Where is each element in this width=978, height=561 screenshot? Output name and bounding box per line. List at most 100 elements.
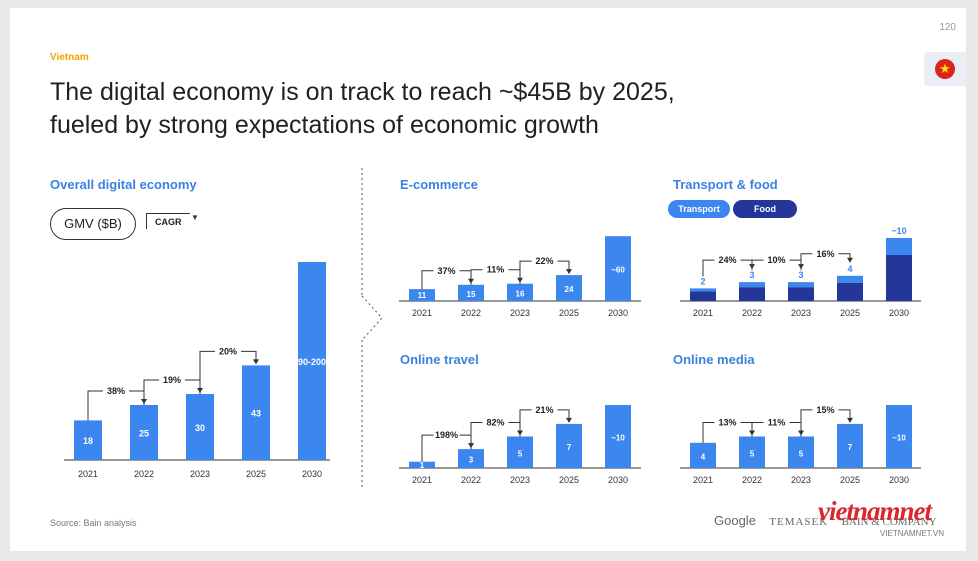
cagr-arrowhead-2	[847, 417, 853, 423]
data-label-2021: 18	[83, 436, 93, 446]
data-label-2025: 4	[847, 264, 852, 274]
headline-line-2: fueled by strong expectations of economi…	[50, 111, 599, 139]
flag-tab[interactable]: ★	[924, 52, 966, 86]
cagr-label-bg-1	[763, 253, 790, 267]
data-label-2030: ~60	[611, 266, 625, 275]
bar-transport-2021	[690, 288, 716, 292]
x-tick-2021: 2021	[78, 469, 98, 479]
bar-2021	[409, 289, 435, 301]
vietnamnet-watermark-sub: VIETNAMNET.VN	[880, 529, 945, 538]
bar-2025	[556, 423, 582, 468]
cagr-label-1: 11%	[768, 418, 786, 428]
x-tick-2025: 2025	[840, 308, 860, 318]
x-tick-2022: 2022	[742, 308, 762, 318]
data-label-2030: ~10	[891, 226, 906, 236]
x-tick-2023: 2023	[510, 308, 530, 318]
bar-transport-2030	[886, 238, 912, 256]
data-label-2022: 5	[750, 449, 755, 458]
ecommerce-chart: 11 2021 15 2022 16 2023 24 2025 ~60 2030 37% 11% 22%	[399, 236, 641, 318]
slide: Vietnam 120 ★ The digital economy is on …	[10, 8, 966, 551]
data-label-2021: 1	[420, 461, 425, 470]
vietnamnet-watermark: vietnamnet	[818, 496, 932, 526]
bar-transport-2022	[739, 282, 765, 288]
cagr-arrowhead-2	[566, 417, 572, 423]
bar-2022	[130, 405, 158, 460]
legend-transport: Transport	[668, 200, 730, 218]
x-tick-2023: 2023	[791, 308, 811, 318]
travel-chart-title: Online travel	[400, 352, 479, 367]
legend-food: Food	[733, 200, 797, 218]
data-label-2030: ~10	[892, 434, 906, 443]
cagr-arrowhead-2	[566, 269, 572, 275]
bar-2022	[458, 284, 484, 301]
bar-2021	[74, 420, 102, 460]
cagr-label-bg-0	[714, 415, 741, 429]
bar-food-2023	[788, 287, 814, 301]
bar-2023	[507, 436, 533, 468]
cagr-label-1: 11%	[487, 265, 505, 275]
x-tick-2022: 2022	[461, 475, 481, 485]
cagr-label-0: 13%	[718, 418, 736, 428]
cagr-label-2: 20%	[219, 346, 237, 356]
vietnam-flag-icon: ★	[935, 59, 955, 79]
cagr-label-bg-0	[103, 384, 129, 397]
bar-food-2025	[837, 282, 863, 301]
x-tick-2023: 2023	[510, 475, 530, 485]
cagr-label-bg-0	[433, 428, 460, 442]
bar-2022	[739, 436, 765, 468]
eyebrow-label: Vietnam	[50, 52, 89, 63]
cagr-label-bg-2	[812, 402, 839, 416]
data-label-2025: 7	[567, 443, 572, 452]
x-tick-2021: 2021	[412, 308, 432, 318]
x-tick-2021: 2021	[412, 475, 432, 485]
data-label-2021: 4	[701, 452, 706, 461]
x-tick-2022: 2022	[134, 469, 154, 479]
bar-2023	[507, 283, 533, 301]
cagr-label-2: 22%	[535, 256, 553, 266]
x-tick-2025: 2025	[840, 475, 860, 485]
data-label-2022: 3	[749, 270, 754, 280]
headline-line-1: The digital economy is on track to reach…	[50, 78, 675, 106]
cagr-label-2: 15%	[816, 405, 834, 415]
overall-chart: 18 2021 25 2022 30 2023 43 2025 90-200 2030 38% 19%…	[64, 262, 330, 479]
cagr-label-0: 38%	[107, 386, 125, 396]
cagr-label-bg-0	[433, 263, 460, 277]
data-label-2025: 43	[251, 409, 261, 419]
cagr-legend: CAGR	[146, 213, 190, 229]
cagr-label-bg-2	[531, 254, 558, 268]
data-label-2023: 5	[518, 449, 523, 458]
page-number: 120	[939, 22, 956, 33]
chevron-divider	[361, 168, 383, 488]
x-tick-2025: 2025	[559, 308, 579, 318]
bar-2030	[605, 405, 631, 468]
bar-2030	[605, 236, 631, 301]
gmv-legend-pill: GMV ($B)	[50, 208, 136, 240]
x-tick-2023: 2023	[190, 469, 210, 479]
cagr-label-bg-1	[482, 415, 509, 429]
data-label-2030: 90-200	[298, 357, 326, 367]
bar-2025	[556, 275, 582, 301]
headline: The digital economy is on track to reach…	[50, 76, 810, 142]
cagr-arrow-icon: ▼	[191, 213, 199, 222]
cagr-label-bg-2	[531, 402, 558, 416]
data-label-2022: 15	[467, 290, 476, 299]
bar-transport-2023	[788, 282, 814, 288]
bar-food-2022	[739, 287, 765, 301]
data-label-2030: ~10	[611, 434, 625, 443]
bar-2021	[690, 442, 716, 468]
cagr-label-1: 19%	[163, 375, 181, 385]
cagr-arrowhead-2	[847, 257, 853, 263]
x-tick-2023: 2023	[791, 475, 811, 485]
bar-2022	[458, 449, 484, 468]
data-label-2023: 16	[516, 289, 525, 298]
data-label-2023: 5	[799, 449, 804, 458]
x-tick-2025: 2025	[559, 475, 579, 485]
cagr-label-1: 82%	[486, 418, 504, 428]
bar-2023	[788, 436, 814, 468]
travel-chart: 1 2021 3 2022 5 2023 7 2025 ~10 2030 198% 82% 21%	[399, 402, 641, 485]
media-chart: 4 2021 5 2022 5 2023 7 2025 ~10 2030 13% 11% 15%	[680, 402, 921, 485]
cagr-label-bg-2	[215, 344, 241, 358]
bar-2030	[886, 405, 912, 468]
data-label-2023: 30	[195, 423, 205, 433]
divider-chevron	[361, 295, 383, 341]
